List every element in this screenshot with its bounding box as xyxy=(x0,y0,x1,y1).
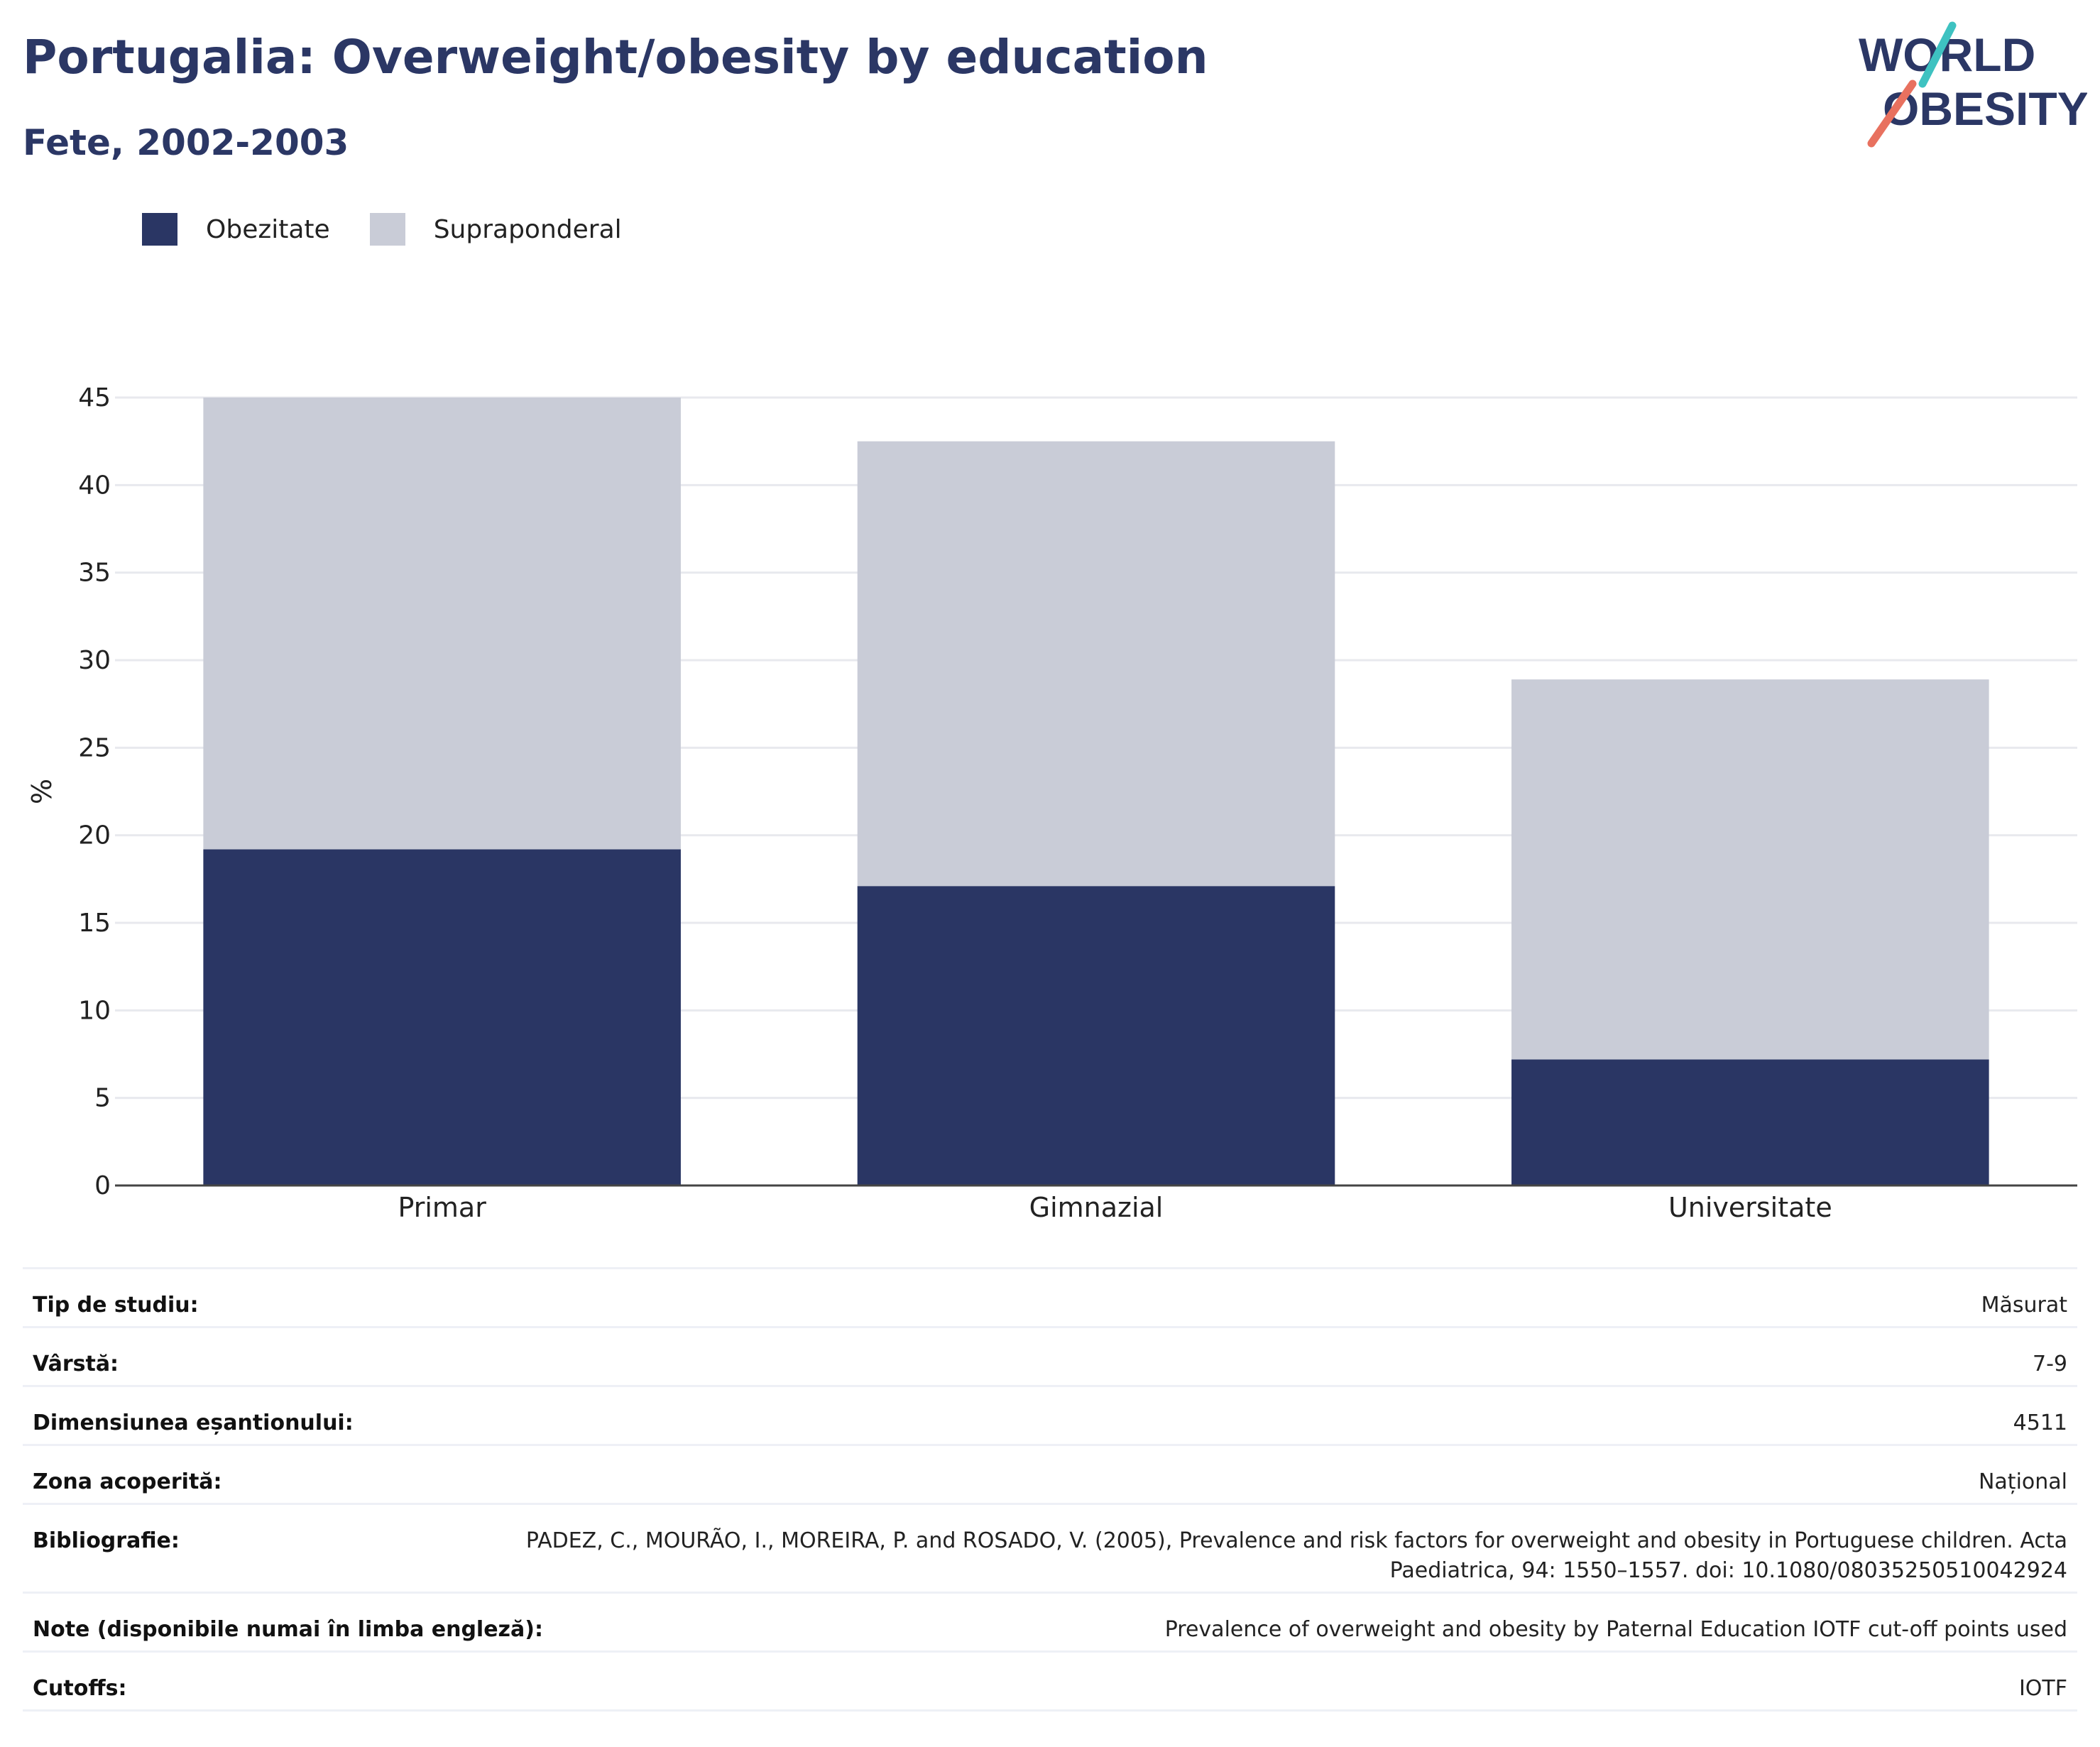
logo-slash-coral xyxy=(1867,80,1917,148)
x-tick-label: Universitate xyxy=(1668,1192,1832,1223)
info-value: IOTF xyxy=(2018,1676,2067,1701)
y-axis-label: % xyxy=(26,779,58,804)
info-key: Zona acoperită: xyxy=(33,1469,222,1494)
y-tick-label: 20 xyxy=(78,821,111,850)
chart-legend: Obezitate Supraponderal xyxy=(142,210,662,248)
study-info-table: Tip de studiu: Măsurat Vârstă: 7-9 Dimen… xyxy=(23,1267,2077,1712)
y-tick-label: 45 xyxy=(78,383,111,412)
info-key: Tip de studiu: xyxy=(33,1293,199,1318)
info-value: 7-9 xyxy=(2033,1352,2067,1376)
info-value: Măsurat xyxy=(1981,1293,2067,1318)
legend-swatch-overweight xyxy=(369,213,405,246)
info-value: PADEZ, C., MOURÃO, I., MOREIRA, P. and R… xyxy=(525,1528,2067,1583)
legend-label-obesity: Obezitate xyxy=(206,214,330,244)
info-row-sample-size: Dimensiunea eșantionului: 4511 xyxy=(23,1387,2077,1446)
y-tick-label: 25 xyxy=(78,733,111,762)
y-tick-label: 15 xyxy=(78,909,111,938)
x-tick-label: Gimnazial xyxy=(1029,1192,1164,1223)
legend-item-obesity[interactable]: Obezitate xyxy=(142,213,330,246)
info-key: Vârstă: xyxy=(33,1352,119,1376)
info-value: Național xyxy=(1978,1469,2067,1494)
info-key: Dimensiunea eșantionului: xyxy=(33,1411,354,1435)
world-obesity-logo: WORLD OBESITY xyxy=(1859,21,2087,148)
info-value: 4511 xyxy=(2013,1411,2067,1435)
info-row-study-type: Tip de studiu: Măsurat xyxy=(23,1269,2077,1328)
logo-line2: OBESITY xyxy=(1883,82,2087,135)
info-row-area: Zona acoperită: Național xyxy=(23,1446,2077,1505)
y-tick-label: 35 xyxy=(78,559,111,588)
bar-obesity xyxy=(857,886,1335,1185)
info-value: Prevalence of overweight and obesity by … xyxy=(1164,1617,2067,1642)
x-tick-label: Primar xyxy=(398,1192,486,1223)
info-key: Bibliografie: xyxy=(33,1528,180,1553)
legend-label-overweight: Supraponderal xyxy=(433,214,622,244)
y-tick-label: 5 xyxy=(94,1084,111,1113)
info-row-age: Vârstă: 7-9 xyxy=(23,1328,2077,1387)
bar-obesity xyxy=(203,849,681,1185)
info-row-bibliography: Bibliografie: PADEZ, C., MOURÃO, I., MOR… xyxy=(23,1505,2077,1594)
y-tick-label: 10 xyxy=(78,996,111,1025)
y-tick-label: 40 xyxy=(78,471,111,500)
y-tick-label: 0 xyxy=(94,1171,111,1200)
logo-slash-teal xyxy=(1918,21,1957,88)
legend-item-overweight[interactable]: Supraponderal xyxy=(369,213,622,246)
info-row-notes: Note (disponibile numai în limba engleză… xyxy=(23,1594,2077,1653)
info-key: Cutoffs: xyxy=(33,1676,127,1701)
bar-overweight xyxy=(203,398,681,850)
info-row-cutoffs: Cutoffs: IOTF xyxy=(23,1653,2077,1712)
info-key: Note (disponibile numai în limba engleză… xyxy=(33,1617,543,1642)
stacked-bar-chart: 0 5 10 15 20 25 30 35 40 45 Primar Gimnazial Univers… xyxy=(26,383,2077,1223)
bar-overweight xyxy=(1511,679,1989,1060)
bar-obesity xyxy=(1511,1059,1989,1185)
bar-overweight xyxy=(857,441,1335,887)
page-title: Portugalia: Overweight/obesity by educat… xyxy=(23,30,1208,84)
legend-swatch-obesity xyxy=(142,213,177,246)
y-tick-label: 30 xyxy=(78,646,111,675)
page-subtitle: Fete, 2002-2003 xyxy=(23,122,349,163)
